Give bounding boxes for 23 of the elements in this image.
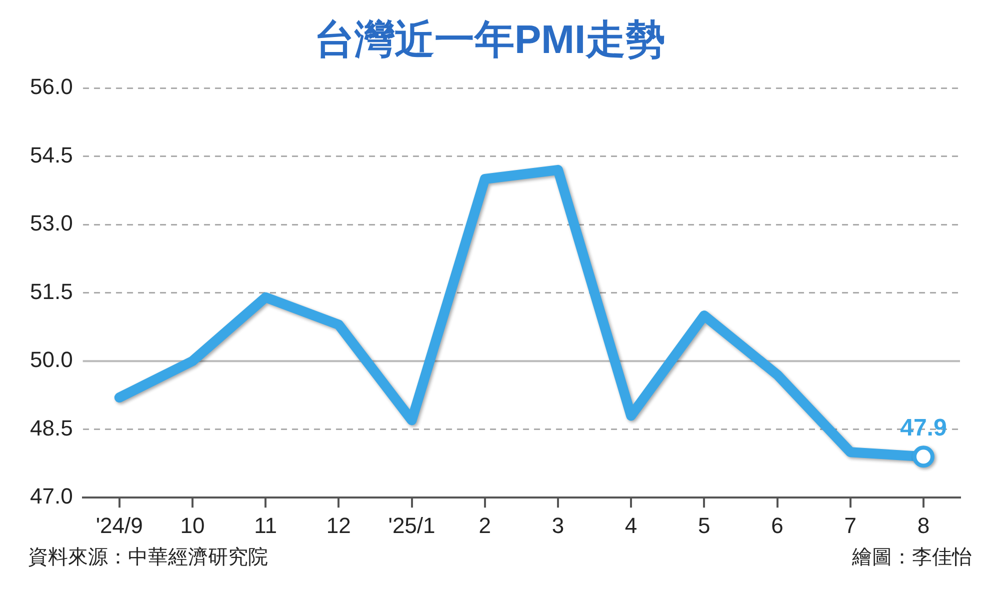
x-tick-label: '24/9 [96,512,143,538]
x-tick-label: 10 [180,512,205,538]
y-tick-label: 56.0 [30,74,73,100]
x-tick-label: 2 [478,512,491,538]
y-tick-label: 51.5 [30,278,73,304]
y-tick-label: 47.0 [30,484,73,509]
y-tick-label: 48.5 [30,415,73,440]
y-tick-label: 54.5 [30,142,73,168]
x-tick-label: 8 [917,512,930,538]
x-tick-label: '25/1 [388,512,436,538]
x-tick-label: 3 [552,512,564,538]
x-tick-label: 4 [624,512,638,538]
text: 繪圖：李佳怡 [851,546,972,569]
source-note: 資料來源：中華經濟研究院 [28,546,268,569]
x-tick-label: 12 [326,512,351,538]
x-tick-label: 7 [844,512,856,538]
y-tick-label: 53.0 [30,210,73,236]
x-tick-label: 11 [254,512,277,538]
x-tick-label: 6 [771,512,784,538]
chart-title: 台灣近一年PMI走勢 [314,18,666,62]
y-tick-label: 50.0 [30,347,73,372]
x-tick-label: 5 [698,512,710,538]
data-label: 47.9 [900,414,947,442]
